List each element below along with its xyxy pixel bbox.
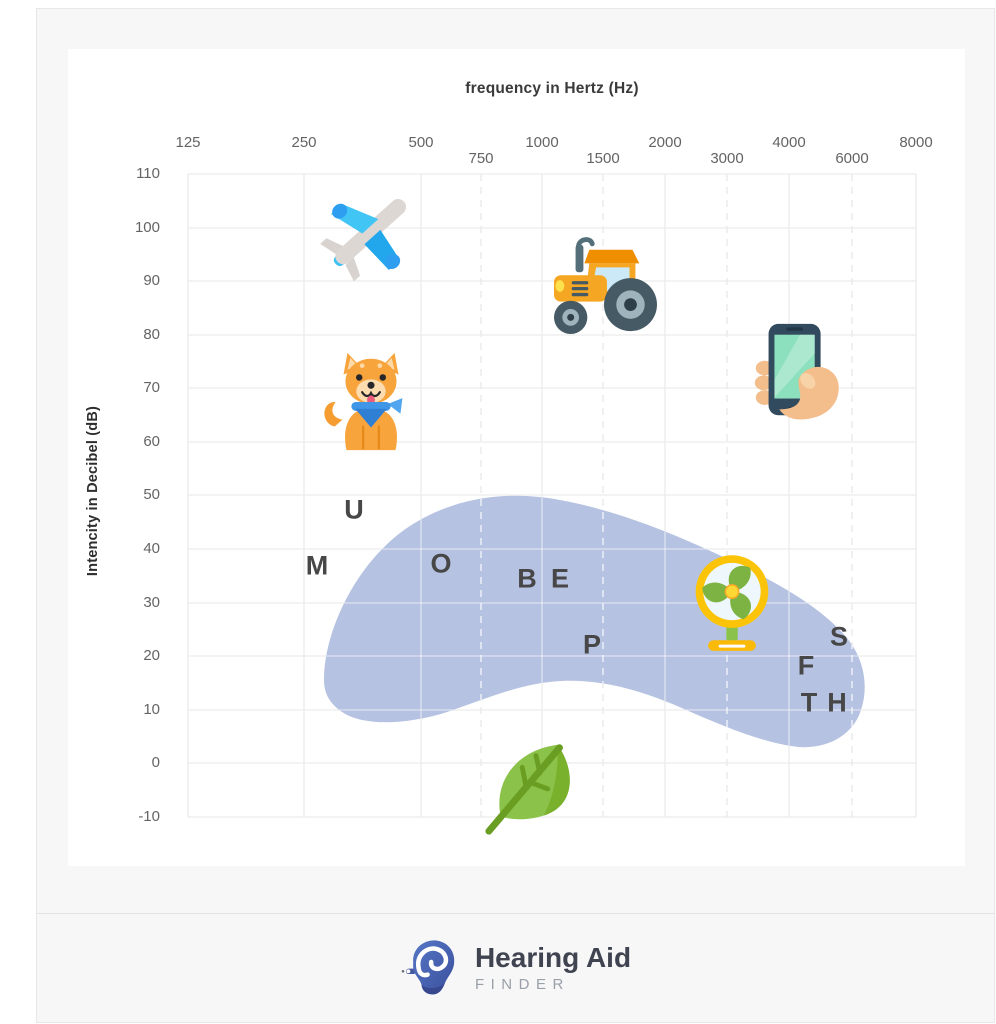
y-tick-label-10: 10 bbox=[143, 701, 160, 718]
speech-sound-U: U bbox=[344, 494, 364, 525]
y-tick-label-50: 50 bbox=[143, 486, 160, 503]
y-tick-label-70: 70 bbox=[143, 379, 160, 396]
x-tick-label-8000: 8000 bbox=[899, 134, 933, 151]
phone-icon bbox=[744, 319, 854, 427]
x-tick-label-6000: 6000 bbox=[835, 150, 869, 167]
speech-sound-O: O bbox=[430, 548, 452, 579]
speech-sound-E: E bbox=[550, 563, 570, 594]
y-tick-label-100: 100 bbox=[134, 219, 160, 236]
y-tick-label-90: 90 bbox=[143, 272, 160, 289]
x-tick-label-250: 250 bbox=[291, 134, 317, 151]
speech-sound-M: M bbox=[305, 550, 329, 581]
speech-sound-F: F bbox=[797, 650, 815, 681]
x-tick-label-125: 125 bbox=[175, 134, 201, 151]
y-tick-label-60: 60 bbox=[143, 433, 160, 450]
x-tick-label-750: 750 bbox=[468, 150, 494, 167]
x-tick-label-2000: 2000 bbox=[648, 134, 682, 151]
y-tick-label-30: 30 bbox=[143, 594, 160, 611]
y-tick-label-40: 40 bbox=[143, 540, 160, 557]
x-tick-label-3000: 3000 bbox=[710, 150, 744, 167]
tractor-icon bbox=[546, 234, 664, 337]
footer: Hearing Aid FINDER bbox=[37, 914, 994, 1022]
leaf-icon bbox=[481, 732, 589, 840]
x-tick-label-4000: 4000 bbox=[772, 134, 806, 151]
brand-subtitle: FINDER bbox=[474, 975, 570, 993]
x-tick-label-500: 500 bbox=[408, 134, 434, 151]
dog-icon bbox=[317, 348, 425, 456]
x-axis-title: frequency in Hertz (Hz) bbox=[465, 80, 639, 97]
speech-sound-B: B bbox=[517, 563, 537, 594]
y-tick-label--10: -10 bbox=[138, 808, 160, 825]
content-card: frequency in Hertz (Hz) Intencity in Dec… bbox=[36, 8, 995, 1023]
speech-sound-H: H bbox=[827, 687, 847, 718]
y-tick-label-80: 80 bbox=[143, 326, 160, 343]
y-tick-label-110: 110 bbox=[136, 165, 160, 182]
y-tick-label-20: 20 bbox=[143, 647, 160, 664]
x-tick-label-1500: 1500 bbox=[586, 150, 620, 167]
fan-icon bbox=[689, 551, 775, 657]
x-tick-label-1000: 1000 bbox=[525, 134, 559, 151]
hearing-aid-finder-logo[interactable]: Hearing Aid FINDER bbox=[400, 935, 631, 1001]
speech-sound-S: S bbox=[829, 621, 849, 652]
chart-panel: frequency in Hertz (Hz) Intencity in Dec… bbox=[68, 49, 965, 866]
speech-sound-P: P bbox=[582, 629, 602, 660]
y-tick-label-0: 0 bbox=[151, 754, 160, 771]
speech-sound-T: T bbox=[800, 687, 818, 718]
airplane-icon bbox=[312, 176, 430, 288]
brand-name: Hearing Aid bbox=[474, 942, 632, 974]
footer-divider bbox=[37, 913, 994, 914]
ear-logo-icon bbox=[400, 935, 460, 1001]
